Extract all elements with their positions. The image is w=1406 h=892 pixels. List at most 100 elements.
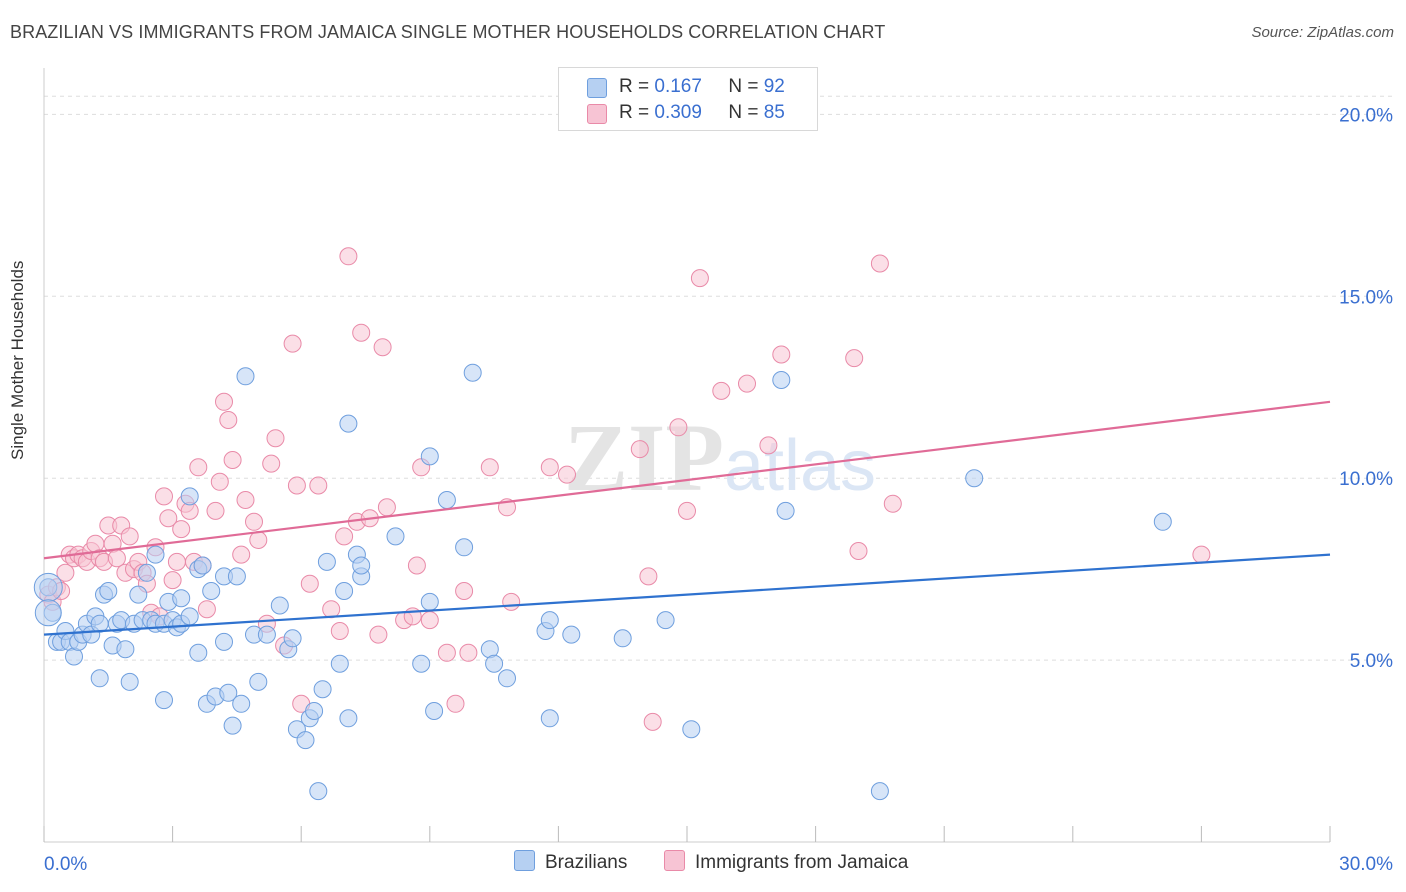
brazilian-point <box>180 487 199 506</box>
brazilian-point <box>223 716 242 735</box>
jamaica-point <box>197 600 216 619</box>
jamaica-point <box>558 465 576 484</box>
brazilian-point <box>215 632 233 651</box>
brazilian-point <box>682 720 701 739</box>
brazilian-point <box>236 367 255 386</box>
jamaica-point <box>167 552 186 571</box>
jamaica-point <box>845 349 864 368</box>
jamaica-point <box>189 458 208 477</box>
jamaica-point <box>678 501 696 520</box>
jamaica-point <box>669 418 688 437</box>
jamaica-point <box>223 451 242 469</box>
brazilian-point <box>202 582 221 600</box>
brazilian-point <box>1153 512 1172 531</box>
jamaica-point <box>643 712 662 731</box>
legend-swatch-brazilians <box>587 78 607 98</box>
jamaica-point <box>420 611 439 630</box>
jamaica-point <box>262 454 281 473</box>
jamaica-trend-line <box>43 400 1331 560</box>
brazilian-point <box>227 567 246 586</box>
bottom-legend-label: Brazilians <box>545 852 628 873</box>
bottom-legend-jamaica: Immigrants from Jamaica <box>664 850 908 874</box>
jamaica-point <box>630 440 649 459</box>
jamaica-point <box>712 381 731 400</box>
jamaica-point <box>107 549 126 568</box>
jamaica-point <box>159 509 178 528</box>
brazilian-point <box>305 702 324 720</box>
jamaica-point <box>300 574 319 593</box>
jamaica-point <box>377 498 396 517</box>
jamaica-point <box>287 476 306 495</box>
jamaica-point <box>206 501 225 520</box>
brazilian-point <box>309 782 328 801</box>
brazilian-point <box>330 654 349 673</box>
jamaica-point <box>352 323 371 342</box>
brazilian-point <box>257 625 276 644</box>
jamaica-point <box>210 472 229 491</box>
jamaica-point <box>480 458 499 477</box>
brazilian-point <box>339 414 358 433</box>
brazilian-point <box>498 669 516 688</box>
legend-n-label: N = <box>728 76 759 97</box>
brazilian-point <box>870 782 889 801</box>
x-tick-label: 30.0% <box>1339 854 1393 875</box>
brazilian-point <box>249 672 268 691</box>
jamaica-point <box>339 247 358 266</box>
brazilian-point <box>420 592 439 611</box>
legend-n-label: N = <box>728 102 759 123</box>
y-tick-label: 10.0% <box>1339 469 1393 490</box>
legend-n-value: 92 <box>763 76 785 97</box>
brazilian-point <box>296 731 315 750</box>
jamaica-point <box>540 458 559 477</box>
brazilian-trend-line <box>43 553 1331 636</box>
brazilian-point <box>99 582 118 600</box>
brazilian-point <box>455 538 474 557</box>
brazilian-point <box>412 654 431 673</box>
y-tick-label: 5.0% <box>1350 651 1393 672</box>
chart-title: BRAZILIAN VS IMMIGRANTS FROM JAMAICA SIN… <box>10 22 886 42</box>
brazilian-point <box>189 643 208 662</box>
jamaica-point <box>883 494 902 513</box>
jamaica-point <box>283 334 302 353</box>
brazilian-point <box>232 694 251 713</box>
tick-labels: 5.0% 10.0% 15.0% 20.0% 0.0% 30.0% <box>44 105 1393 875</box>
brazilian-point <box>437 491 456 509</box>
brazilian-point <box>146 545 165 564</box>
jamaica-point <box>1192 545 1211 564</box>
jamaica-point <box>163 571 182 590</box>
brazilian-point <box>420 447 439 466</box>
brazilian-point <box>656 611 675 630</box>
jamaica-point <box>335 527 354 546</box>
jamaica-point <box>56 563 75 582</box>
brazilian-point <box>540 709 559 728</box>
jamaica-point <box>245 512 263 531</box>
brazilian-point <box>219 683 238 702</box>
brazilian-point <box>180 607 199 626</box>
jamaica-point <box>639 567 658 586</box>
jamaica-point <box>322 600 341 619</box>
watermark: ZIPatlas <box>564 404 876 511</box>
source-note: Source: ZipAtlas.com <box>1251 24 1394 41</box>
jamaica-point <box>155 487 173 506</box>
brazilian-point <box>776 501 795 520</box>
jamaica-point <box>330 622 349 640</box>
brazilian-point <box>313 680 332 699</box>
brazilian-point <box>90 614 109 633</box>
bottom-legend-swatch-brazilians <box>514 850 535 871</box>
brazilian-point <box>155 691 173 710</box>
jamaica-point <box>690 269 709 288</box>
brazilian-point <box>193 556 212 575</box>
brazilian-point <box>965 469 984 488</box>
brazilian-point <box>562 625 581 644</box>
legend-n-value: 85 <box>763 102 785 123</box>
jamaica-point <box>459 643 478 662</box>
brazilian-point <box>339 709 358 728</box>
jamaica-point <box>446 694 465 713</box>
brazilian-point <box>137 563 156 582</box>
jamaica-point <box>437 643 456 662</box>
brazilian-point <box>283 629 302 648</box>
brazilian-point <box>352 556 371 575</box>
jamaica-point <box>309 476 328 495</box>
brazilian-point <box>540 611 559 630</box>
jamaica-point <box>266 429 285 448</box>
